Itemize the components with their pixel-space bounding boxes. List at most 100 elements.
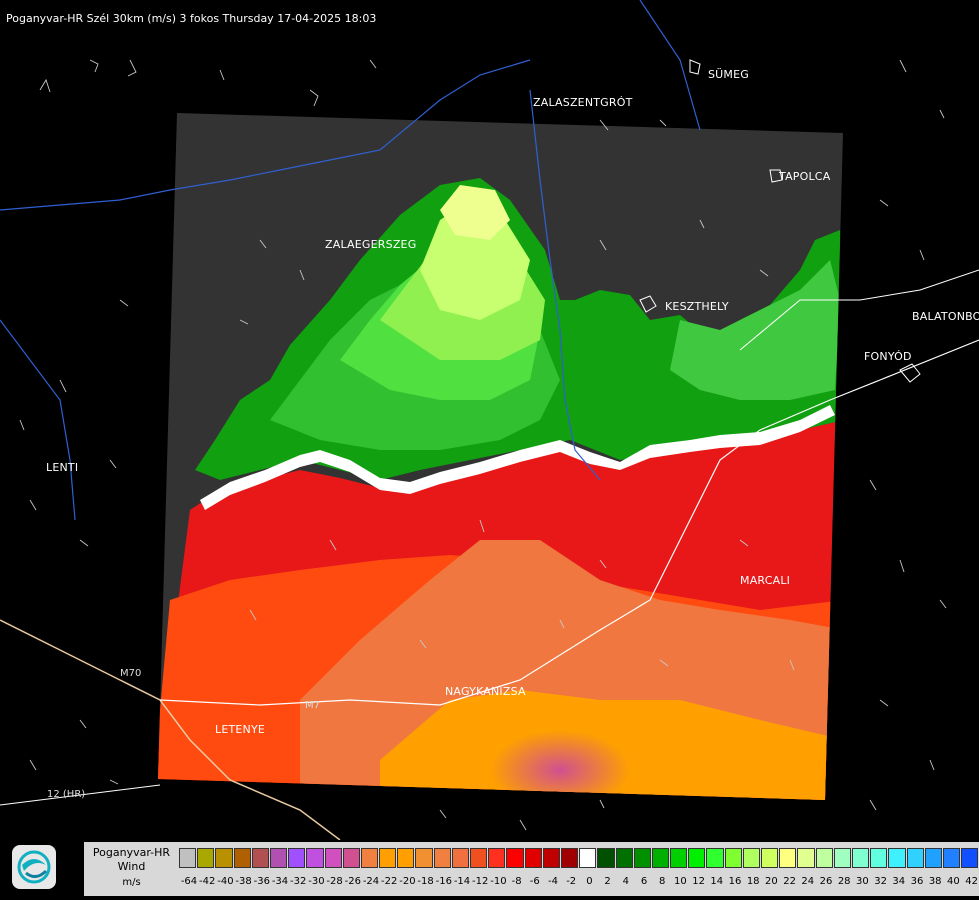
legend-label-box: Poganyvar-HR Wind m/s (84, 842, 179, 896)
city-label-letenye: LETENYE (215, 723, 266, 736)
legend-tick-label: 12 (692, 876, 705, 887)
legend-swatch (633, 848, 651, 868)
legend-tick-label: 16 (728, 876, 742, 887)
legend-swatch (924, 848, 942, 868)
legend-tick-label: -34 (271, 876, 289, 887)
zero-line (200, 405, 835, 510)
legend-tick-label: 36 (910, 876, 924, 887)
legend-tick-label: -2 (566, 876, 577, 887)
legend-tick-label: -32 (290, 876, 307, 887)
legend-swatch (269, 848, 288, 868)
legend-tick-label: -4 (548, 876, 558, 887)
color-scale: -64 -42 -40 -38 -36 -34 -32 -30 -28 -26 -24 -22 -20-… (179, 842, 979, 896)
legend-swatch (724, 848, 742, 868)
legend-tick-label: 6 (640, 876, 648, 887)
radar-coverage (158, 113, 843, 800)
legend-swatch (197, 848, 215, 868)
logo-icon (12, 845, 56, 889)
rivers (0, 0, 701, 521)
legend-tick-label: -10 (490, 876, 507, 887)
city-label-zalaegerszeg: ZALAEGERSZEG (325, 238, 417, 251)
legend-swatch (670, 848, 688, 868)
city-label-sumeg: SÜMEG (708, 68, 749, 81)
legend-swatch (451, 848, 469, 868)
legend-swatch (579, 848, 597, 868)
legend-swatch (742, 848, 760, 868)
legend-swatch (688, 848, 706, 868)
map-title: Poganyvar-HR Szél 30km (m/s) 3 fokos Thu… (6, 12, 377, 25)
legend-swatch (488, 848, 506, 868)
legend-tick-label: 10 (674, 876, 687, 887)
legend-tick-label: -24 (362, 876, 380, 887)
legend-tick-label: 20 (765, 876, 778, 887)
legend-swatch (179, 848, 197, 868)
legend-tick-label: 18 (746, 876, 760, 887)
legend-tick-label: -38 (235, 876, 252, 887)
legend-tick-label: -40 (217, 876, 234, 887)
legend-tick-label: 4 (622, 876, 629, 887)
legend-tick-label: -16 (435, 876, 452, 887)
radar-map (0, 0, 979, 840)
legend-tick-label: 24 (801, 876, 815, 887)
legend-variable: Wind (117, 860, 146, 873)
legend-swatch (560, 848, 579, 868)
settlement-outlines (19, 59, 947, 831)
legend-swatch (342, 848, 360, 868)
legend-swatch (360, 848, 379, 868)
legend-tick-label: 8 (659, 876, 666, 887)
legend-tick-label: 22 (783, 876, 796, 887)
legend-swatch (779, 848, 797, 868)
legend-swatch (833, 848, 851, 868)
legend-tick-label: -30 (308, 876, 325, 887)
legend-swatch (288, 848, 306, 868)
legend-swatch (651, 848, 670, 868)
city-label-lenti: LENTI (46, 461, 79, 474)
legend-swatch (888, 848, 906, 868)
legend-swatch (524, 848, 542, 868)
legend-tick-label: 28 (837, 876, 851, 887)
legend-swatch (233, 848, 251, 868)
legend-swatch (761, 848, 779, 868)
legend-tick-label: 32 (874, 876, 887, 887)
legend-swatch (506, 848, 524, 868)
legend-tick-label: 42 (965, 876, 978, 887)
city-label-tapolca: TAPOLCA (779, 170, 831, 183)
legend-tick-label: 34 (892, 876, 906, 887)
legend-swatch (251, 848, 269, 868)
legend-tick-label: -26 (344, 876, 361, 887)
legend-tick-label: -8 (511, 876, 522, 887)
legend-tick-label: 26 (819, 876, 833, 887)
legend-swatch (815, 848, 833, 868)
city-label-zalaszentgrot: ZALASZENTGRÓT (533, 96, 633, 109)
legend-swatch (306, 848, 324, 868)
legend-swatch (397, 848, 415, 868)
legend-swatch (215, 848, 233, 868)
legend-tick-label: 14 (710, 876, 724, 887)
legend-swatch (615, 848, 633, 868)
legend-tick-label: 40 (947, 876, 960, 887)
legend-swatch (870, 848, 888, 868)
legend-swatch (597, 848, 615, 868)
legend-swatch (470, 848, 488, 868)
legend-tick-label: -14 (453, 876, 471, 887)
legend-tick-label: -28 (326, 876, 343, 887)
legend-tick-label: -64 (180, 876, 198, 887)
road-label-12hr: 12 (HR) (47, 789, 86, 800)
legend-tick-label: -12 (472, 876, 489, 887)
legend-tick-label: 0 (586, 876, 593, 887)
legend-swatch (706, 848, 724, 868)
city-label-nagykanizsa: NAGYKANIZSA (445, 685, 526, 698)
legend-tick-label: 38 (928, 876, 942, 887)
legend-tick-label: -6 (529, 876, 540, 887)
legend-swatch (415, 848, 433, 868)
legend-swatch (379, 848, 397, 868)
legend-swatch (942, 848, 961, 868)
legend-tick-label: 30 (856, 876, 869, 887)
legend-swatch (542, 848, 560, 868)
city-label-marcali: MARCALI (740, 574, 791, 587)
legend-tick-label: -20 (399, 876, 416, 887)
city-label-fonyod: FONYÓD (864, 350, 912, 363)
color-swatches (179, 848, 979, 868)
city-label-balatonbo: BALATONBO (912, 310, 979, 323)
scale-ticks: -64 -42 -40 -38 -36 -34 -32 -30 -28 -26 -24 -22 -20-… (179, 876, 979, 890)
